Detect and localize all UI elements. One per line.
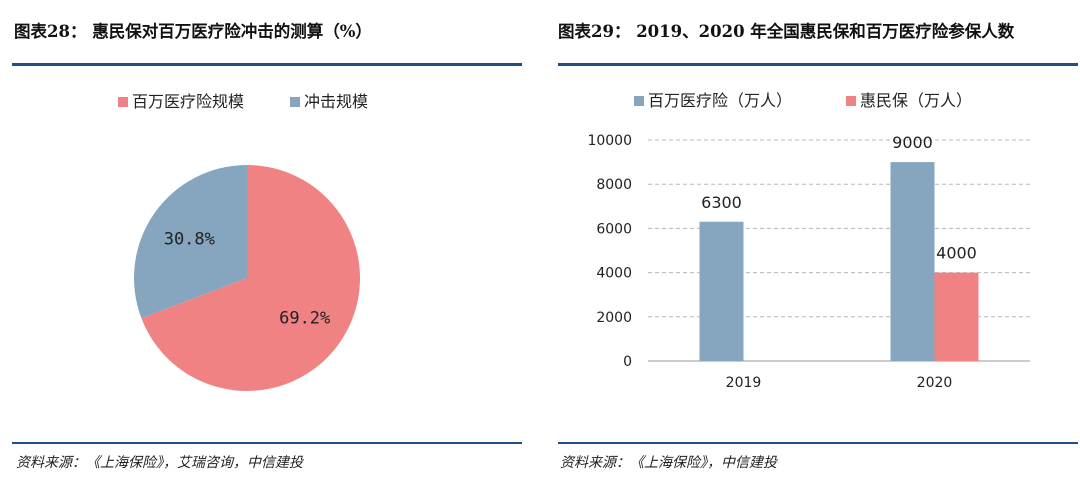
- legend-label-2: 冲击规模: [304, 92, 368, 111]
- pie-chart: 百万医疗险规模 冲击规模 69.2% 30.8%: [118, 92, 368, 391]
- left-title-rule: [12, 63, 522, 66]
- left-figure-title: 图表28： 惠民保对百万医疗险冲击的测算（%）: [14, 22, 372, 41]
- left-source-note: 资料来源：《上海保险》，艾瑞咨询，中信建投: [16, 455, 303, 471]
- right-bottom-rule: [558, 442, 1078, 444]
- y-tick-label-4000: 4000: [596, 266, 632, 282]
- pie-data-label-2: 30.8%: [164, 229, 215, 249]
- pie-slice-2: [134, 165, 247, 319]
- legend-swatch-百万医疗险（万人）: [634, 96, 644, 106]
- legend-swatch-惠民保（万人）: [846, 96, 856, 106]
- legend-label-1: 百万医疗险规模: [132, 92, 244, 111]
- bar-2020-1: [890, 162, 935, 361]
- y-tick-label-0: 0: [623, 354, 632, 370]
- y-tick-label-10000: 10000: [587, 133, 632, 149]
- pie-slice-1: [141, 165, 360, 391]
- right-source-note: 资料来源：《上海保险》，中信建投: [560, 455, 777, 471]
- right-figure-title: 图表29： 2019、2020 年全国惠民保和百万医疗险参保人数: [558, 22, 1015, 41]
- bar-2019-1: [699, 221, 744, 361]
- bar-chart: 百万医疗险（万人） 惠民保（万人） 0 2000 4000 6000 8000 10000 20…: [587, 91, 1030, 391]
- bar-2020-2: [934, 272, 979, 361]
- x-tick-label-2019: 2019: [726, 375, 762, 391]
- y-tick-label-6000: 6000: [596, 221, 632, 237]
- legend-swatch-1: [118, 97, 128, 107]
- legend-label-2: 惠民保（万人）: [860, 91, 972, 110]
- right-figure-panel: 图表29： 2019、2020 年全国惠民保和百万医疗险参保人数 百万医疗险（万…: [550, 0, 1080, 487]
- bar-data-label-2019-1: 6300: [701, 193, 742, 212]
- bar-data-label-2020-1: 9000: [892, 133, 933, 152]
- y-tick-label-8000: 8000: [596, 177, 632, 193]
- x-tick-label-2020: 2020: [917, 375, 953, 391]
- legend-label-1: 百万医疗险（万人）: [648, 91, 792, 110]
- right-title-rule: [558, 63, 1078, 66]
- left-bottom-rule: [12, 442, 522, 444]
- pie-data-label-1: 69.2%: [279, 309, 330, 329]
- bar-data-label-2020-2: 4000: [936, 244, 977, 263]
- legend-swatch-2: [290, 97, 300, 107]
- y-tick-label-2000: 2000: [596, 310, 632, 326]
- left-figure-panel: 图表28： 惠民保对百万医疗险冲击的测算（%） 百万医疗险规模 冲击规模 69.2%…: [0, 0, 530, 487]
